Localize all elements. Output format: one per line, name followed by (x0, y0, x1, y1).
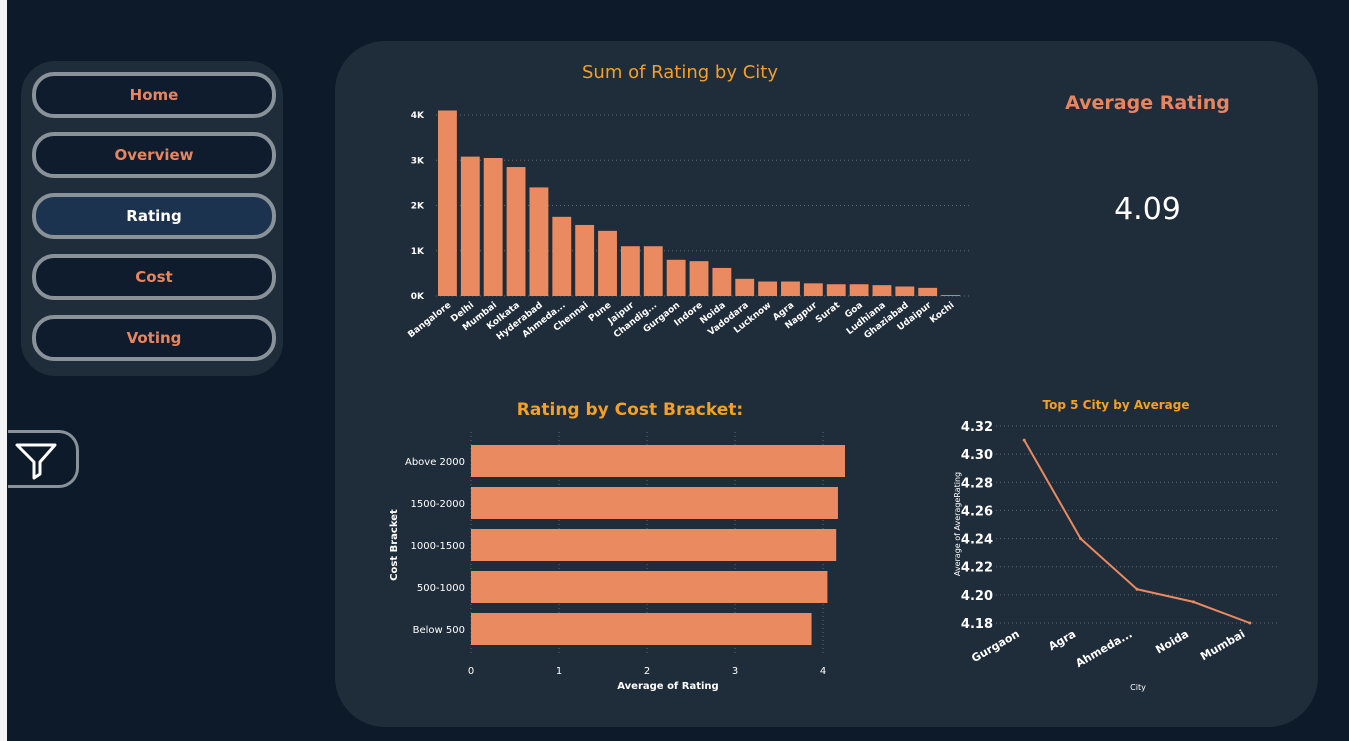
bar (471, 445, 845, 477)
bar (849, 284, 869, 296)
y-tick-label: 1000-1500 (410, 541, 465, 552)
nav-home-label: Home (129, 86, 179, 104)
nav-overview-button[interactable]: Overview (32, 132, 276, 178)
city-chart-title: Sum of Rating by City (582, 62, 778, 83)
x-tick-label: Noida (1153, 627, 1191, 656)
y-tick-label: 4.28 (961, 476, 993, 491)
y-tick-label: Below 500 (413, 625, 465, 636)
y-tick-label: 4.20 (961, 589, 993, 604)
bar (895, 286, 915, 296)
bar (506, 167, 526, 296)
bar (758, 281, 778, 296)
bar (872, 285, 892, 296)
window-edge (0, 0, 7, 741)
nav-rating-label: Rating (126, 207, 182, 225)
y-tick-label: 2K (411, 202, 425, 212)
x-tick-label: Mumbai (1198, 627, 1247, 663)
bar (438, 110, 457, 296)
x-tick-label: Gurgaon (969, 627, 1021, 665)
y-tick-label: 4.30 (961, 448, 993, 463)
bar (483, 157, 503, 296)
y-tick-label: 4.18 (961, 617, 993, 632)
x-tick-label: Surat (814, 300, 843, 325)
data-point (1079, 537, 1083, 541)
bar (575, 224, 595, 296)
y-tick-label: 4.22 (961, 561, 993, 576)
nav-cost-button[interactable]: Cost (32, 254, 276, 300)
bar (460, 156, 480, 296)
x-tick-label: 0 (468, 666, 474, 677)
kpi-title: Average Rating (1065, 92, 1230, 114)
x-tick-label: Bangalore (406, 300, 453, 340)
nav-overview-label: Overview (114, 146, 194, 164)
y-tick-label: Above 2000 (405, 457, 465, 468)
bar (803, 283, 823, 296)
report-canvas (335, 41, 1318, 727)
y-tick-label: 4.24 (961, 533, 993, 548)
bar (941, 295, 960, 296)
navigation-panel: Home Overview Rating Cost Voting (21, 61, 283, 376)
cost-chart-title: Rating by Cost Bracket: (516, 400, 744, 420)
x-tick-label: Agra (1046, 627, 1078, 653)
x-tick-label: Ahmeda... (1073, 627, 1134, 670)
filter-pane-button[interactable] (8, 430, 79, 488)
x-tick-label: 1 (556, 666, 562, 677)
series-line (1023, 439, 1251, 624)
bar (471, 613, 812, 645)
top5-chart-title: Top 5 City by Average (1042, 398, 1190, 412)
bar (918, 287, 938, 296)
nav-rating-button[interactable]: Rating (32, 193, 276, 239)
bar (529, 187, 549, 296)
bar (781, 281, 800, 296)
nav-voting-label: Voting (126, 329, 182, 347)
bar (643, 246, 663, 296)
data-point (1022, 438, 1026, 442)
nav-home-button[interactable]: Home (32, 72, 276, 118)
bar (620, 246, 640, 296)
data-point (1248, 621, 1252, 625)
x-tick-label: 4 (820, 666, 826, 677)
bar (552, 216, 572, 296)
data-point (1135, 587, 1139, 591)
x-axis-title: City (1130, 683, 1146, 692)
filter-icon (15, 443, 57, 480)
bar (826, 284, 846, 296)
bar (471, 487, 838, 519)
x-tick-label: Kochi (928, 300, 956, 325)
bar (471, 529, 837, 561)
y-axis-title: Cost Bracket (389, 509, 400, 581)
y-tick-label: 3K (411, 156, 425, 166)
bar (666, 259, 686, 296)
y-tick-label: 4K (411, 111, 425, 121)
y-tick-label: 500-1000 (417, 583, 465, 594)
y-tick-label: 4.32 (961, 420, 993, 435)
bar (689, 261, 709, 296)
bar (598, 230, 617, 296)
y-axis-title: Average of AverageRating (953, 472, 962, 576)
data-point (1191, 600, 1195, 604)
y-tick-label: 1500-2000 (410, 499, 465, 510)
bar (471, 571, 828, 603)
nav-voting-button[interactable]: Voting (32, 315, 276, 361)
bar (712, 267, 732, 296)
x-axis-title: Average of Rating (617, 681, 718, 692)
y-tick-label: 4.26 (961, 504, 993, 519)
y-tick-label: 1K (411, 247, 425, 257)
y-tick-label: 0K (411, 292, 425, 302)
bar (735, 278, 755, 296)
nav-cost-label: Cost (135, 268, 173, 286)
x-tick-label: 3 (732, 666, 738, 677)
kpi-value: 4.09 (1114, 192, 1181, 227)
x-tick-label: 2 (644, 666, 650, 677)
